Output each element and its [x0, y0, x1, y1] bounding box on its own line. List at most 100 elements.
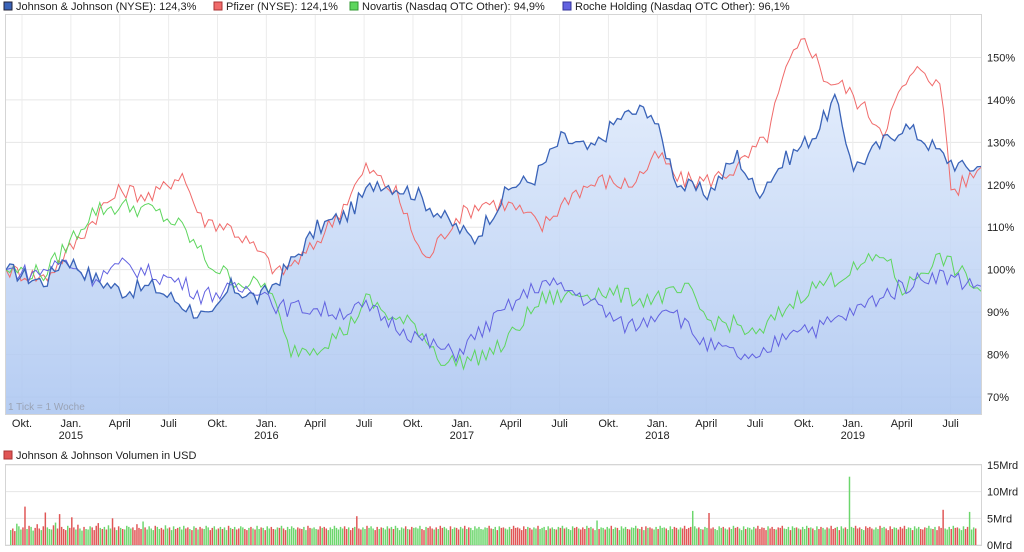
volume-bar	[327, 530, 330, 545]
volume-bar	[787, 526, 790, 545]
volume-bar	[64, 530, 67, 545]
volume-bar	[40, 530, 43, 545]
volume-bar	[164, 525, 167, 545]
volume-bar	[895, 527, 898, 545]
volume-bar	[284, 530, 287, 545]
x-tick-label: Jan.	[842, 418, 863, 430]
volume-bar	[897, 529, 900, 545]
x-tick-label: April	[695, 418, 717, 430]
volume-bar	[785, 529, 788, 545]
volume-bar	[724, 528, 727, 545]
legend-swatch-pfizer	[213, 1, 223, 11]
volume-bar	[427, 527, 429, 545]
volume-bar	[278, 527, 281, 545]
volume-bar	[700, 529, 702, 545]
volume-bar	[238, 528, 240, 545]
volume-bar	[873, 529, 875, 545]
volume-bar	[268, 528, 271, 545]
volume-bar	[233, 526, 236, 545]
volume-bar	[598, 529, 600, 545]
volume-bar	[425, 526, 427, 545]
volume-bar	[67, 525, 69, 545]
volume-bar	[618, 530, 621, 545]
volume-bar	[170, 530, 173, 545]
volume-bar	[295, 529, 297, 545]
volume-bar	[702, 529, 704, 545]
volume-bar	[732, 525, 735, 545]
volume-bar	[610, 525, 613, 545]
volume-bar	[166, 528, 169, 545]
volume-bar	[810, 527, 812, 545]
volume-legend-swatch	[3, 450, 13, 460]
volume-bar	[909, 527, 912, 545]
volume-bar	[901, 528, 904, 545]
volume-bar	[178, 526, 181, 545]
volume-bar	[541, 527, 543, 545]
volume-y-tick-label: 15Mrd	[987, 460, 1018, 472]
volume-bar	[56, 528, 59, 545]
volume-bar	[325, 528, 328, 545]
volume-bar	[213, 526, 216, 545]
volume-bar	[492, 529, 494, 545]
volume-bar	[30, 526, 32, 545]
volume-bar	[160, 527, 163, 545]
x-tick-year: 2017	[450, 430, 474, 442]
y-tick-label: 90%	[987, 307, 1009, 319]
volume-bar	[321, 527, 323, 545]
volume-bar	[871, 528, 873, 545]
volume-bar	[885, 528, 887, 545]
series-line-novartis	[5, 198, 982, 371]
volume-bar	[466, 529, 468, 545]
volume-bar	[846, 529, 849, 545]
volume-bar	[197, 529, 199, 545]
volume-bar	[349, 530, 352, 545]
volume-bar	[54, 522, 57, 545]
volume-bar	[187, 527, 189, 545]
volume-bar	[276, 527, 279, 545]
volume-bar	[667, 530, 670, 545]
volume-bar	[77, 524, 79, 545]
volume-bar	[459, 526, 462, 545]
volume-legend-label: Johnson & Johnson Volumen in USD	[16, 450, 196, 462]
volume-bar	[769, 528, 771, 545]
volume-bar	[917, 526, 920, 545]
volume-bar	[215, 529, 218, 545]
volume-bar	[883, 526, 885, 545]
volume-bar	[445, 528, 448, 545]
volume-bar	[860, 529, 863, 545]
volume-bar	[960, 530, 963, 545]
volume-bar	[858, 527, 861, 545]
volume-bar	[822, 527, 824, 545]
volume-bar	[400, 527, 403, 545]
volume-bar	[28, 525, 30, 545]
volume-bar	[614, 527, 617, 545]
volume-bar	[608, 528, 610, 545]
volume-bar	[83, 526, 85, 545]
volume-bar	[105, 529, 108, 545]
volume-bar	[624, 526, 627, 545]
legend-label-novartis: Novartis (Nasdaq OTC Other): 94,9%	[362, 1, 545, 13]
x-tick-label: April	[500, 418, 522, 430]
volume-bar	[926, 527, 928, 545]
x-tick-label: Jan.	[256, 418, 277, 430]
y-tick-label: 70%	[987, 392, 1009, 404]
volume-bar	[840, 526, 843, 545]
x-tick-label: Juli	[942, 418, 959, 430]
volume-bar	[759, 529, 761, 545]
volume-bar	[679, 527, 682, 545]
volume-bar	[765, 530, 767, 545]
volume-bar	[964, 529, 967, 545]
volume-bar	[305, 530, 307, 545]
volume-bar	[301, 529, 303, 545]
volume-bar	[620, 526, 623, 545]
volume-bar	[962, 526, 965, 545]
volume-bar	[443, 526, 446, 545]
volume-bar	[69, 527, 71, 545]
volume-bar	[930, 528, 932, 545]
volume-bar	[121, 529, 124, 545]
volume-bar	[903, 525, 906, 545]
volume-bar	[219, 526, 222, 545]
volume-bar	[655, 526, 657, 545]
volume-bar	[380, 527, 382, 545]
